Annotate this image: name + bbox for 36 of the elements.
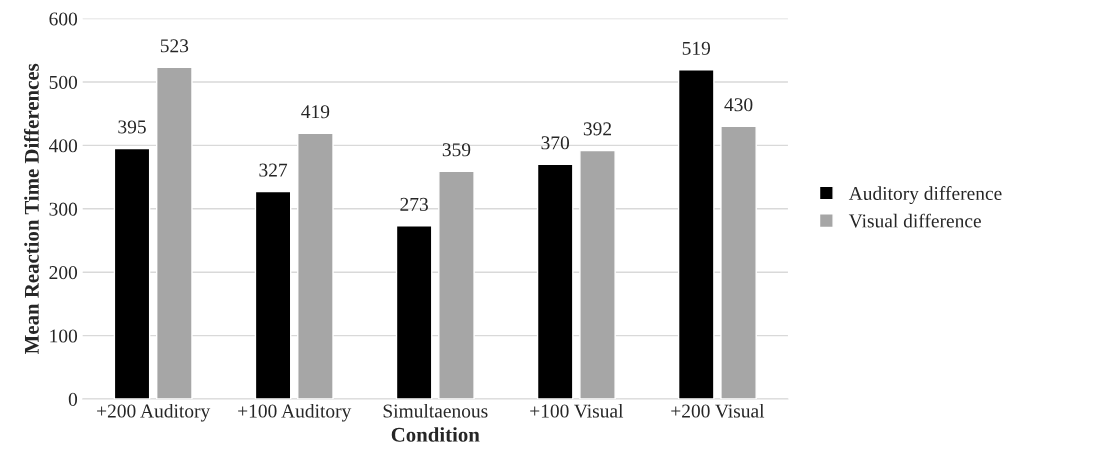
data-label: 419 bbox=[301, 105, 330, 119]
bar bbox=[579, 149, 616, 400]
data-label: 370 bbox=[541, 136, 570, 150]
x-tick-label: +200 Auditory bbox=[97, 403, 211, 422]
y-tick-label: 100 bbox=[50, 329, 78, 343]
legend-label: Visual difference bbox=[848, 213, 981, 228]
data-label: 519 bbox=[682, 41, 711, 55]
bar bbox=[438, 170, 475, 400]
data-label: 359 bbox=[442, 143, 471, 157]
x-tick-label: +200 Visual bbox=[671, 403, 765, 418]
y-tick-label: 400 bbox=[49, 139, 78, 153]
x-tick-label: +100 Visual bbox=[530, 403, 624, 418]
y-tick-label: 600 bbox=[49, 12, 78, 26]
bar bbox=[677, 69, 715, 400]
bar bbox=[297, 132, 334, 400]
legend-label: Auditory difference bbox=[848, 186, 1002, 205]
y-axis-title: Mean Reaction Time Differences bbox=[23, 63, 39, 354]
bar bbox=[720, 125, 757, 400]
bar bbox=[536, 163, 574, 400]
bar bbox=[254, 190, 292, 400]
y-tick-label: 0 bbox=[68, 392, 78, 406]
y-tick-label: 500 bbox=[49, 75, 78, 89]
data-label: 395 bbox=[118, 120, 146, 134]
data-label: 327 bbox=[259, 163, 288, 177]
data-label: 392 bbox=[583, 122, 612, 136]
bar bbox=[113, 147, 151, 400]
data-label: 430 bbox=[724, 98, 753, 112]
x-tick-label: Simultaenous bbox=[383, 403, 488, 418]
x-axis-title: Condition bbox=[391, 427, 480, 442]
data-label: 273 bbox=[400, 197, 428, 211]
bar bbox=[395, 225, 433, 400]
y-tick-label: 200 bbox=[49, 266, 78, 280]
bar bbox=[156, 66, 193, 400]
y-tick-label: 300 bbox=[49, 202, 78, 216]
data-label: 523 bbox=[160, 39, 189, 53]
x-tick-label: +100 Auditory bbox=[238, 403, 352, 422]
